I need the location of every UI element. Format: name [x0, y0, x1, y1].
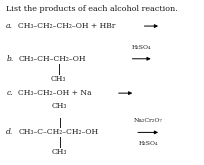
Text: List the products of each alcohol reaction.: List the products of each alcohol reacti… [6, 5, 178, 13]
Text: a.: a. [6, 22, 13, 30]
Text: CH₃–CH₂–CH₂–OH + HBr: CH₃–CH₂–CH₂–OH + HBr [18, 22, 116, 30]
Text: b.: b. [6, 55, 13, 63]
Text: CH₃: CH₃ [52, 148, 67, 156]
Text: d.: d. [6, 128, 13, 136]
Text: H₂SO₄: H₂SO₄ [132, 45, 151, 50]
Text: CH₃: CH₃ [51, 75, 67, 83]
Text: CH₃–C–CH₂–CH₂–OH: CH₃–C–CH₂–CH₂–OH [18, 128, 98, 136]
Text: CH₃–CH–CH₂–OH: CH₃–CH–CH₂–OH [18, 55, 86, 63]
Text: c.: c. [6, 89, 13, 97]
Text: Na₂Cr₂O₇: Na₂Cr₂O₇ [134, 118, 163, 123]
Text: CH₃–CH₂–OH + Na: CH₃–CH₂–OH + Na [18, 89, 92, 97]
Text: H₂SO₄: H₂SO₄ [138, 141, 158, 146]
Text: CH₃: CH₃ [52, 102, 67, 110]
